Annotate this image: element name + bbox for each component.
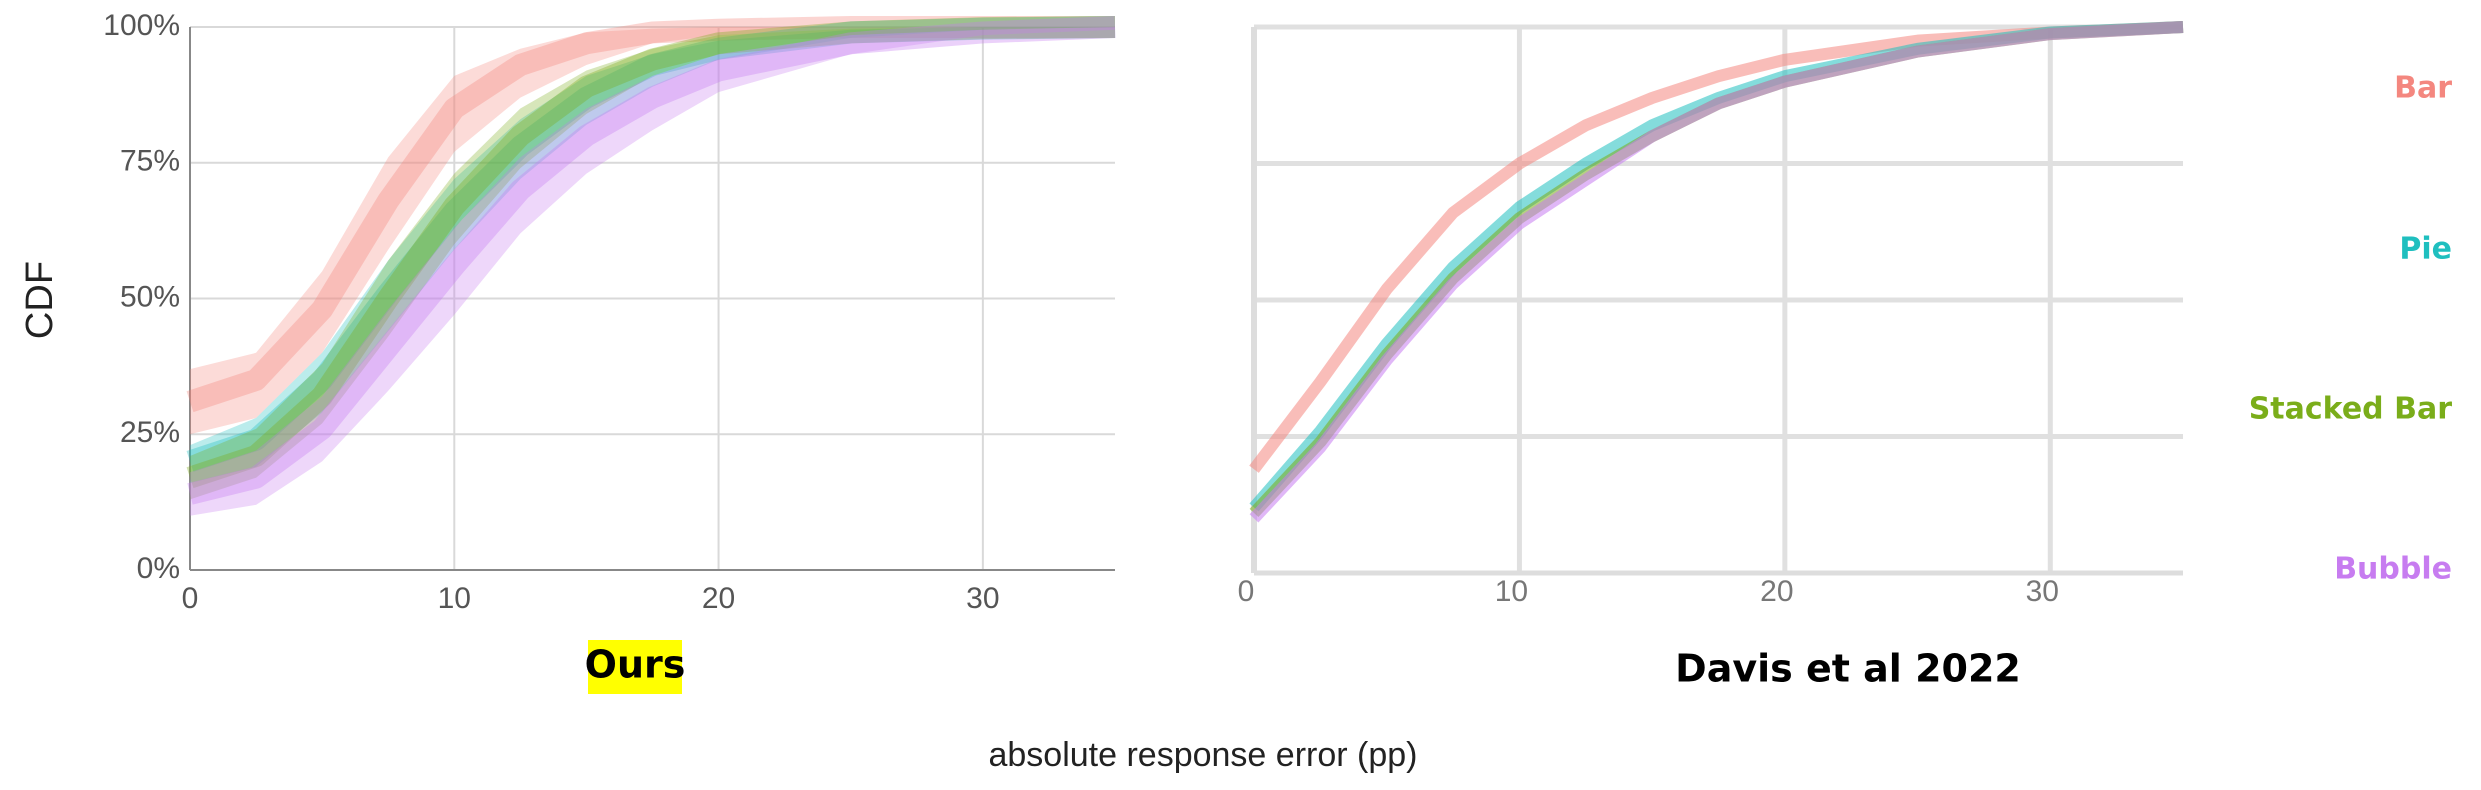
x-tick-label: 30 [966, 582, 999, 615]
legend-label: Pie [2399, 232, 2452, 267]
y-tick-label: 100% [103, 9, 180, 42]
x-tick-label: 0 [182, 582, 199, 615]
x-tick-label: 30 [2026, 575, 2059, 608]
band-core [186, 16, 1116, 472]
x-tick-label: 10 [1495, 575, 1528, 608]
legend-label: Bubble [2334, 552, 2452, 587]
chart-title: Ours [585, 643, 686, 687]
x-tick-label: 0 [1238, 575, 1255, 608]
title-highlight [588, 640, 682, 694]
y-tick-label: 25% [120, 416, 180, 449]
band-core [186, 16, 1115, 413]
band [190, 27, 1115, 484]
x-axis-label: absolute response error (pp) [988, 736, 1417, 774]
y-tick-label: 75% [120, 145, 180, 178]
y-tick-label: 50% [120, 280, 180, 313]
x-tick-label: 20 [702, 582, 735, 615]
y-tick-label: 0% [137, 552, 180, 585]
band-core [187, 16, 1116, 505]
band [190, 27, 1115, 500]
legend-label: Bar [2394, 71, 2452, 106]
band-core [186, 16, 1116, 489]
band [190, 27, 1115, 435]
chart-title: Davis et al 2022 [1675, 647, 2021, 691]
line [1249, 21, 2184, 523]
legend-label: Stacked Bar [2249, 392, 2452, 427]
y-axis-label: CDF [19, 261, 61, 339]
x-tick-label: 10 [438, 582, 471, 615]
x-tick-label: 20 [1760, 575, 1793, 608]
band [190, 27, 1115, 516]
line [1249, 21, 2184, 473]
